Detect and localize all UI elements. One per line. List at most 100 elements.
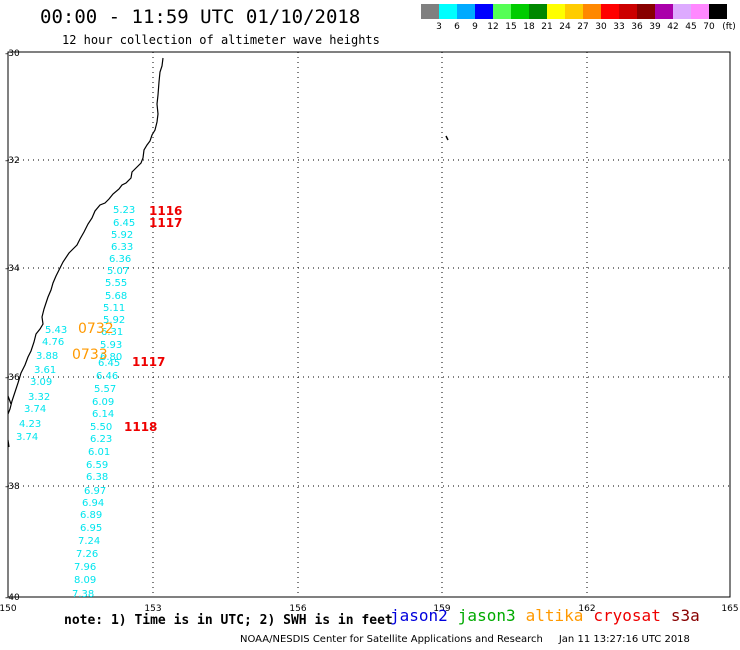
footer-note: note: 1) Time is in UTC; 2) SWH is in fe…: [64, 613, 393, 628]
color-scale-tick-label: 33: [613, 22, 625, 32]
latitude-label: -40: [5, 593, 20, 603]
color-scale: [421, 4, 727, 19]
longitude-label: 156: [289, 604, 306, 614]
color-scale-tick-label: 70: [703, 22, 715, 32]
wave-height-value: 3.09: [30, 377, 52, 388]
satellite-key-jason3: jason3: [457, 606, 516, 625]
wave-height-value: 5.55: [105, 278, 127, 289]
color-scale-tick-label: 27: [577, 22, 589, 32]
wave-height-value: 3.74: [24, 404, 46, 415]
wave-height-value: 5.11: [103, 303, 125, 314]
wave-height-value: 6.95: [80, 523, 102, 534]
longitude-label: 153: [144, 604, 161, 614]
color-scale-tick-label: 42: [667, 22, 679, 32]
color-scale-tick-label: 39: [649, 22, 661, 32]
wave-height-value: 5.93: [100, 340, 122, 351]
wave-height-value: 6.97: [84, 486, 106, 497]
satellite-key-s3a: s3a: [670, 606, 700, 625]
island-speck: [445, 135, 449, 141]
wave-height-value: 6.46: [96, 371, 118, 382]
graticule: [8, 52, 730, 597]
wave-height-value: 6.14: [92, 409, 114, 420]
longitude-label: 162: [578, 604, 595, 614]
wave-height-value: 5.92: [103, 315, 125, 326]
wave-height-value: 6.38: [86, 472, 108, 483]
color-swatch: [493, 4, 511, 19]
latitude-label: -32: [5, 156, 20, 166]
longitude-labels: 150 153 156 159 162 165: [0, 604, 739, 614]
wave-height-value: 6.31: [101, 327, 123, 338]
pass-time-label: 1118: [124, 420, 157, 434]
wave-height-value: 8.09: [74, 575, 96, 586]
pass-time-label: 1116: [149, 204, 182, 218]
wave-height-value: 6.80: [100, 352, 122, 363]
latitude-label: -36: [5, 373, 20, 383]
color-scale-tick-label: 45: [685, 22, 697, 32]
wave-height-value: 5.50: [90, 422, 112, 433]
pass-time-label: 0733: [72, 347, 108, 363]
color-scale-tick-label: 18: [523, 22, 535, 32]
wave-height-value: 5.43: [45, 325, 67, 336]
pass-time-label: 0732: [78, 321, 114, 337]
color-swatch: [601, 4, 619, 19]
color-scale-tick-label: 15: [505, 22, 517, 32]
color-scale-tick-label: 21: [541, 22, 553, 32]
satellite-key-cryosat: cryosat: [593, 606, 661, 625]
color-swatch: [421, 4, 439, 19]
color-swatch: [637, 4, 655, 19]
color-scale-tick-label: 9: [472, 22, 478, 32]
color-swatch: [529, 4, 547, 19]
wave-height-value: 5.68: [105, 291, 127, 302]
wave-height-value: 3.74: [16, 432, 38, 443]
wave-height-value: 7.96: [74, 562, 96, 573]
wave-height-value: 4.23: [19, 419, 41, 430]
wave-height-value: 3.88: [36, 351, 58, 362]
coastline: [7, 57, 164, 415]
latitude-label: -30: [5, 49, 20, 59]
color-swatch: [691, 4, 709, 19]
satellite-key-altika: altika: [525, 606, 584, 625]
wave-height-value: 6.23: [90, 434, 112, 445]
coastline-south: [7, 439, 10, 448]
pass-time-label: 1117: [149, 216, 182, 230]
wave-height-value: 7.26: [76, 549, 98, 560]
map-subtitle: 12 hour collection of altimeter wave hei…: [62, 33, 380, 47]
color-swatch: [511, 4, 529, 19]
wave-height-value: 3.32: [28, 392, 50, 403]
satellite-key: jason2 jason3 altika cryosat s3a: [390, 606, 710, 625]
color-scale-tick-label: 12: [487, 22, 499, 32]
color-swatch: [583, 4, 601, 19]
color-scale-labels: 3 6 9 12 15 18 21 24 27 30 33 36 39 42 45 70 (ft): [421, 22, 740, 36]
coastline-north: [7, 395, 12, 405]
color-scale-unit: (ft): [722, 22, 736, 32]
wave-height-value: 6.59: [86, 460, 108, 471]
color-scale-tick-label: 30: [595, 22, 607, 32]
footer-credit-line: NOAA/NESDIS Center for Satellite Applica…: [240, 634, 690, 645]
longitude-label: 159: [433, 604, 450, 614]
color-scale-tick-label: 6: [454, 22, 460, 32]
color-scale-tick-label: 3: [436, 22, 442, 32]
color-swatch: [547, 4, 565, 19]
map-frame: [7, 51, 731, 598]
wave-height-value: 7.24: [78, 536, 100, 547]
color-swatch: [709, 4, 727, 19]
wave-height-value: 3.61: [34, 365, 56, 376]
color-swatch: [457, 4, 475, 19]
pass-time-label: 1117: [132, 355, 165, 369]
wave-height-value: 6.33: [111, 242, 133, 253]
color-swatch: [475, 4, 493, 19]
latitude-labels: -30 -32 -34 -36 -38 -40: [5, 49, 20, 603]
wave-height-value: 6.45: [98, 358, 120, 369]
latitude-label: -38: [5, 482, 20, 492]
satellite-key-jason2: jason2: [390, 606, 448, 625]
color-scale-tick-label: 24: [559, 22, 571, 32]
color-swatch: [673, 4, 691, 19]
generated-timestamp: Jan 11 13:27:16 UTC 2018: [558, 634, 690, 645]
wave-height-value: 6.89: [80, 510, 102, 521]
wave-height-value: 7.38: [72, 589, 94, 600]
color-swatch: [619, 4, 637, 19]
map-title: 00:00 - 11:59 UTC 01/10/2018: [40, 6, 361, 28]
longitude-label: 165: [721, 604, 738, 614]
